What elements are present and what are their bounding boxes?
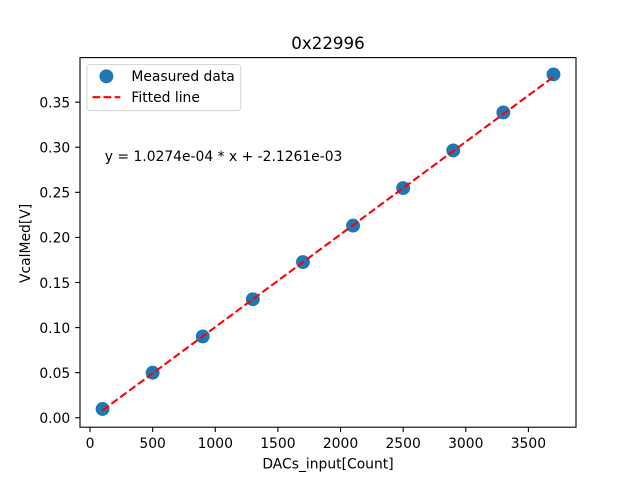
fit-equation-annotation: y = 1.0274e-04 * x + -2.1261e-03 <box>105 149 343 165</box>
legend-marker-measured-data <box>99 69 114 84</box>
y-axis-label: VcalMed[V] <box>18 204 34 283</box>
y-tick-label: 0.35 <box>39 95 70 111</box>
y-tick-label: 0.20 <box>39 231 70 247</box>
y-tick-label: 0.05 <box>39 366 70 382</box>
y-tick-label: 0.25 <box>39 186 70 202</box>
x-tick-label: 3500 <box>511 436 546 452</box>
axes-frame <box>79 57 577 428</box>
data-point <box>546 67 561 82</box>
x-tick-label: 2500 <box>385 436 420 452</box>
x-tick-label: 3000 <box>448 436 483 452</box>
legend-label-fitted-line: Fitted line <box>131 90 200 106</box>
y-tick-label: 0.00 <box>39 411 70 427</box>
x-axis-label: DACs_input[Count] <box>262 456 393 472</box>
x-axis-ticks: 0 500 1000 1500 2000 2500 3000 3500 <box>86 427 546 452</box>
y-axis-ticks: 0.00 0.05 0.10 0.15 0.20 0.25 0.30 0.35 <box>39 95 80 427</box>
chart-title: 0x22996 <box>291 34 364 53</box>
x-tick-label: 0 <box>86 436 95 452</box>
legend: Measured data Fitted line <box>86 64 242 112</box>
x-tick-label: 1000 <box>198 436 233 452</box>
legend-frame <box>86 64 242 112</box>
x-tick-label: 500 <box>139 436 165 452</box>
y-tick-label: 0.15 <box>39 276 70 292</box>
data-point <box>95 402 110 416</box>
data-point <box>496 105 511 120</box>
legend-label-measured-data: Measured data <box>131 69 234 85</box>
x-tick-label: 1500 <box>260 436 295 452</box>
y-tick-label: 0.30 <box>39 141 70 157</box>
fitted-line <box>101 76 555 412</box>
y-tick-label: 0.10 <box>39 321 70 337</box>
x-tick-label: 2000 <box>323 436 358 452</box>
